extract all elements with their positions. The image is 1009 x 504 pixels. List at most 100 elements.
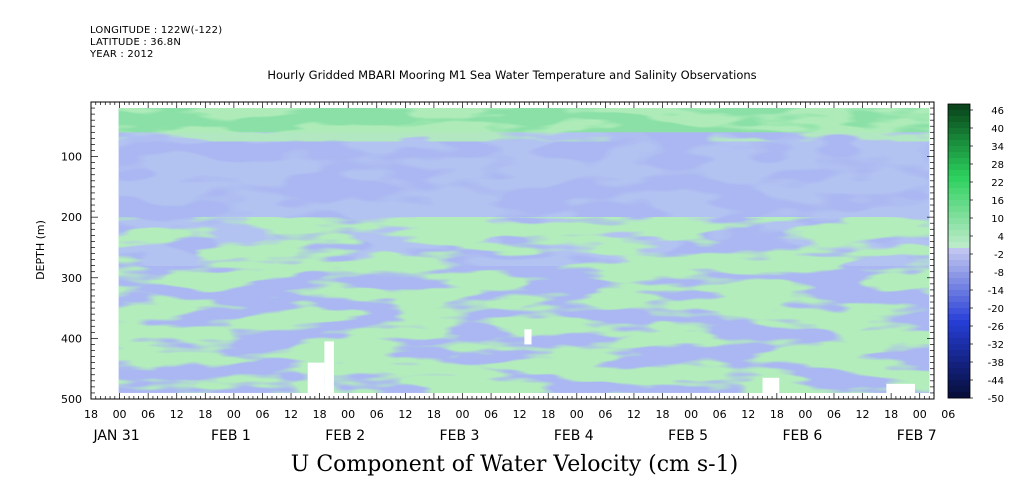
x-hour-tick-label: 18 — [656, 408, 670, 421]
colorbar-swatch — [948, 194, 970, 201]
x-hour-tick-label: 12 — [741, 408, 755, 421]
colorbar-label: 40 — [991, 124, 1004, 135]
colorbar-swatch — [948, 296, 970, 303]
axes: 18 00 06 12 18 00 06 12 18 00 06 12 18 00 06 12 18 00 06 12… — [61, 101, 955, 444]
colorbar-swatch — [948, 302, 970, 309]
colorbar-label: -8 — [994, 268, 1004, 279]
x-hour-tick-label: 18 — [541, 408, 555, 421]
colorbar-label: -20 — [988, 304, 1004, 315]
x-date-label: FEB 4 — [554, 428, 594, 444]
colorbar-frame — [947, 103, 971, 399]
colorbar: 46 40 34 28 22 16 10 4 -2 -8 -14 -20 -26 -32 -38 -44 -50 — [947, 103, 1004, 405]
missing-data-4 — [524, 329, 532, 345]
colorbar-label: 46 — [991, 106, 1004, 117]
x-hour-tick-label: 18 — [770, 408, 784, 421]
colorbar-label: -2 — [994, 250, 1004, 261]
x-hour-tick-label: 06 — [941, 408, 955, 421]
colorbar-swatch — [948, 374, 970, 381]
x-hour-tick-label: 06 — [598, 408, 612, 421]
year-label: YEAR : 2012 — [90, 49, 154, 60]
x-hour-tick-label: 12 — [627, 408, 641, 421]
x-hour-tick-label: 12 — [513, 408, 527, 421]
x-date-label: FEB 2 — [325, 428, 365, 444]
colorbar-swatch — [948, 140, 970, 147]
colorbar-label: 4 — [998, 232, 1004, 243]
colorbar-swatch — [948, 350, 970, 357]
x-hour-tick-label: 00 — [798, 408, 812, 421]
colorbar-label: 34 — [991, 142, 1004, 153]
colorbar-swatch — [948, 242, 970, 249]
x-hour-tick-label: 00 — [341, 408, 355, 421]
colorbar-swatch — [948, 320, 970, 327]
colorbar-swatch — [948, 260, 970, 267]
colorbar-swatch — [948, 224, 970, 231]
colorbar-swatch — [948, 356, 970, 363]
colorbar-swatch — [948, 332, 970, 339]
y-tick-label: 100 — [61, 151, 82, 164]
x-hour-tick-label: 06 — [713, 408, 727, 421]
colorbar-swatch — [948, 122, 970, 129]
x-hour-tick-label: 18 — [884, 408, 898, 421]
colorbar-swatch — [948, 230, 970, 237]
longitude-label: LONGITUDE : 122W(-122) — [90, 25, 223, 36]
plot-area — [118, 108, 930, 399]
x-axis-title: U Component of Water Velocity (cm s-1) — [290, 452, 739, 477]
colorbar-swatch — [948, 104, 970, 111]
colorbar-swatch — [948, 182, 970, 189]
colorbar-swatch — [948, 284, 970, 291]
colorbar-label: -38 — [988, 358, 1004, 369]
x-hour-tick-label: 12 — [856, 408, 870, 421]
y-axis-title: DEPTH (m) — [34, 220, 47, 280]
colorbar-swatch — [948, 308, 970, 315]
colorbar-swatch — [948, 134, 970, 141]
x-hour-tick-label: 00 — [913, 408, 927, 421]
colorbar-label: 10 — [991, 214, 1004, 225]
colorbar-swatch — [948, 164, 970, 171]
colorbar-swatch — [948, 176, 970, 183]
plot-frame — [90, 101, 935, 400]
colorbar-swatch — [948, 146, 970, 153]
colorbar-label: 16 — [991, 196, 1004, 207]
colorbar-swatch — [948, 314, 970, 321]
colorbar-swatch — [948, 188, 970, 195]
y-tick-label: 200 — [61, 211, 82, 224]
x-hour-tick-label: 00 — [570, 408, 584, 421]
x-hour-tick-label: 18 — [313, 408, 327, 421]
x-date-label: FEB 3 — [440, 428, 480, 444]
colorbar-swatch — [948, 212, 970, 219]
colorbar-swatch — [948, 218, 970, 225]
colorbar-swatch — [948, 158, 970, 165]
x-hour-tick-label: 06 — [484, 408, 498, 421]
latitude-label: LATITUDE : 36.8N — [90, 37, 182, 48]
colorbar-swatch — [948, 248, 970, 255]
x-hour-tick-label: 18 — [427, 408, 441, 421]
colorbar-swatch — [948, 344, 970, 351]
x-hour-tick-label: 18 — [84, 408, 98, 421]
missing-data-1 — [324, 341, 334, 399]
colorbar-swatch — [948, 362, 970, 369]
x-hour-tick-label: 00 — [113, 408, 127, 421]
missing-data-0 — [307, 362, 325, 399]
colorbar-swatch — [948, 380, 970, 387]
colorbar-swatch — [948, 110, 970, 117]
colorbar-swatch — [948, 116, 970, 123]
x-date-label: FEB 7 — [897, 428, 937, 444]
colorbar-swatch — [948, 254, 970, 261]
colorbar-swatch — [948, 200, 970, 207]
y-tick-label: 300 — [61, 272, 82, 285]
x-hour-tick-label: 18 — [198, 408, 212, 421]
y-tick-label: 400 — [61, 332, 82, 345]
colorbar-swatch — [948, 386, 970, 393]
colorbar-label: 22 — [991, 178, 1004, 189]
colorbar-label: -50 — [988, 394, 1004, 405]
colorbar-label: -32 — [988, 340, 1004, 351]
x-hour-tick-label: 00 — [227, 408, 241, 421]
colorbar-swatch — [948, 368, 970, 375]
x-hour-tick-label: 06 — [141, 408, 155, 421]
colorbar-label: -14 — [988, 286, 1004, 297]
colorbar-label: -26 — [988, 322, 1004, 333]
x-hour-tick-label: 12 — [170, 408, 184, 421]
colorbar-swatch — [948, 338, 970, 345]
chart-title: Hourly Gridded MBARI Mooring M1 Sea Wate… — [267, 68, 757, 82]
